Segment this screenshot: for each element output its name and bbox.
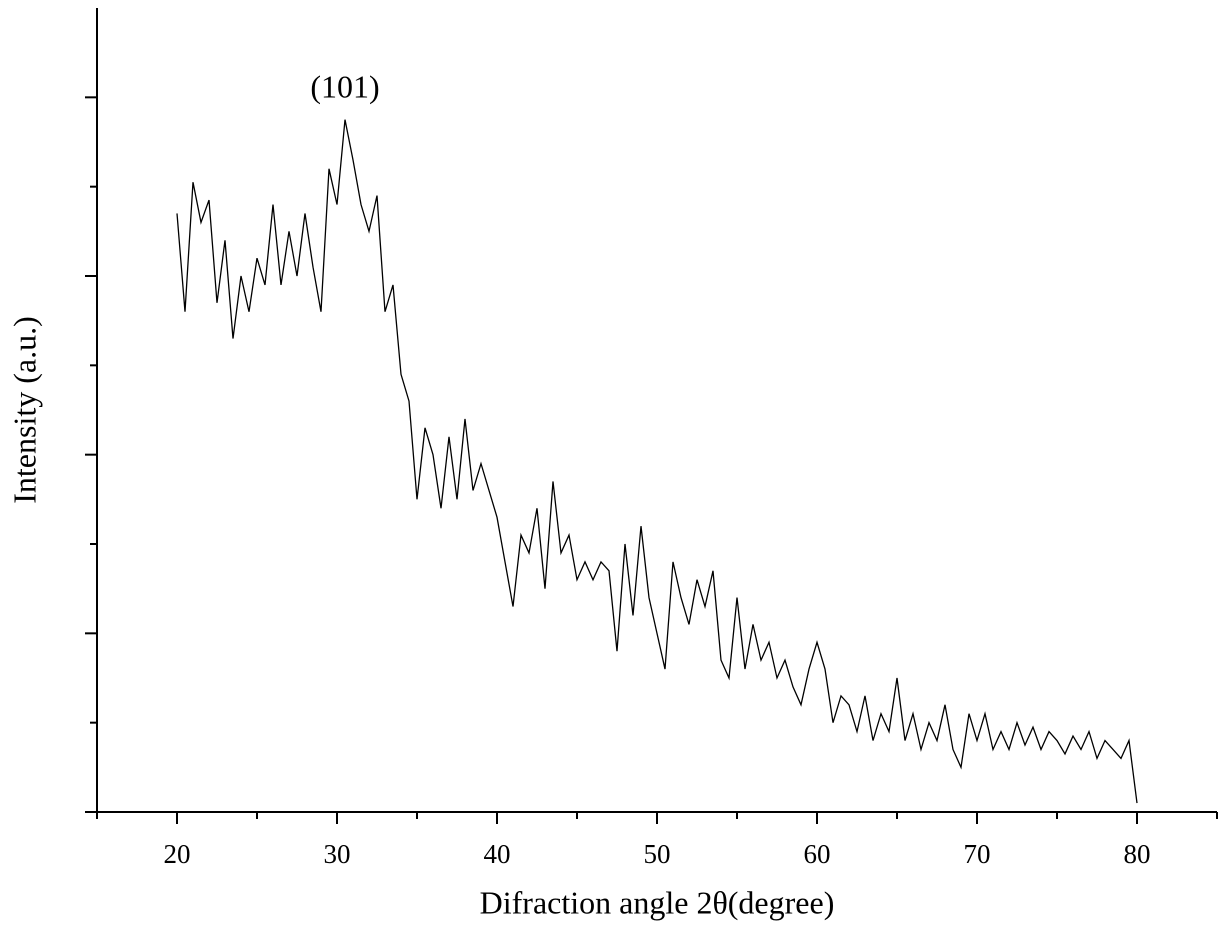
- x-tick-label: 60: [804, 839, 831, 869]
- x-tick-label: 80: [1124, 839, 1151, 869]
- data-line: [176, 119, 1138, 804]
- x-tick-label: 20: [164, 839, 191, 869]
- x-tick-label: 40: [484, 839, 511, 869]
- peak-annotation: (101): [310, 69, 379, 105]
- y-axis-title: Intensity (a.u.): [6, 316, 42, 504]
- x-axis-title: Difraction angle 2θ(degree): [480, 884, 835, 920]
- x-tick-label: 70: [964, 839, 991, 869]
- x-tick-label: 50: [644, 839, 671, 869]
- x-tick-label: 30: [324, 839, 351, 869]
